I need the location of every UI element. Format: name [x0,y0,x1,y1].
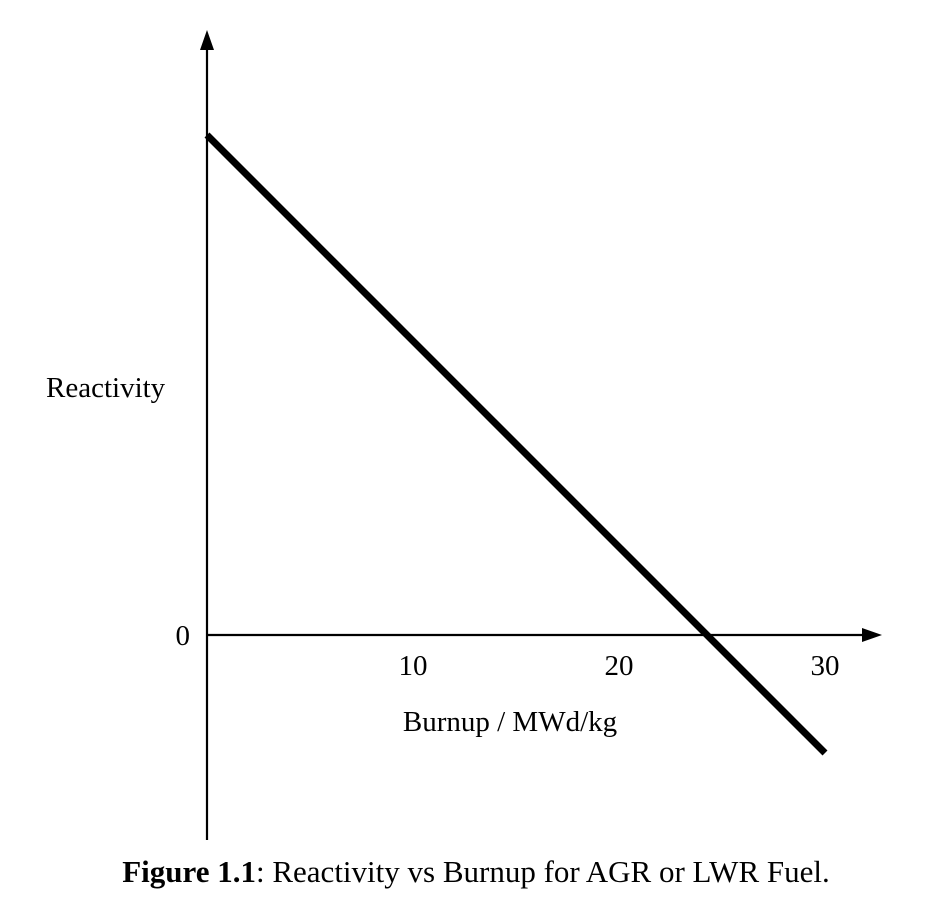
x-tick-label: 30 [811,650,840,682]
figure-caption-label: Figure 1.1 [122,854,256,889]
figure-caption: Figure 1.1: Reactivity vs Burnup for AGR… [0,854,952,890]
x-tick-label: 10 [399,650,428,682]
figure-caption-text: : Reactivity vs Burnup for AGR or LWR Fu… [256,854,830,889]
y-tick-label: 0 [176,620,191,652]
x-tick-label: 20 [605,650,634,682]
reactivity-line [204,132,828,756]
x-axis-label: Burnup / MWd/kg [403,706,617,738]
y-axis-label: Reactivity [46,372,166,404]
